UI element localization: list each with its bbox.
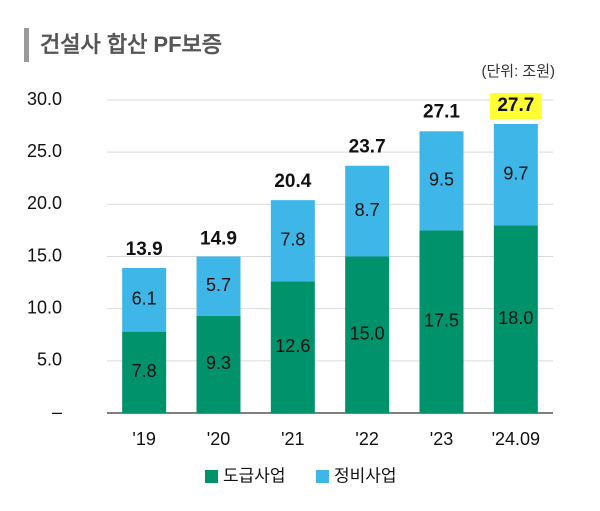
x-tick-label: '23 (430, 429, 453, 449)
total-label: 27.1 (423, 101, 460, 122)
bar-segment (270, 200, 315, 282)
value-label: 9.3 (206, 353, 231, 373)
bar-segment (122, 331, 167, 413)
x-tick-label: '21 (281, 429, 304, 449)
value-label: 6.1 (132, 289, 157, 309)
y-tick-label: 10.0 (27, 297, 62, 317)
y-tick-label: 15.0 (27, 245, 62, 265)
chart-title: 건설사 합산 PF보증 (40, 32, 222, 57)
bar-segment (493, 225, 538, 413)
value-label: 5.7 (206, 275, 231, 295)
bar-segment (419, 131, 464, 231)
bar-segment (270, 281, 315, 413)
bar-segment (345, 165, 390, 257)
legend-swatch (205, 470, 218, 483)
bar-segment (122, 267, 167, 332)
value-label: 18.0 (498, 308, 533, 328)
y-tick-label: 5.0 (37, 350, 62, 370)
bar-segment (345, 256, 390, 413)
x-tick-label: '22 (355, 429, 378, 449)
total-label: 14.9 (200, 229, 237, 250)
y-tick-label: – (52, 402, 62, 422)
value-label: 7.8 (280, 230, 305, 250)
value-label: 12.6 (275, 336, 310, 356)
total-label: 13.9 (126, 239, 163, 260)
total-label: 27.7 (497, 95, 534, 116)
y-tick-label: 30.0 (27, 89, 62, 109)
value-label: 15.0 (350, 324, 385, 344)
x-tick-label: '24.09 (492, 429, 540, 449)
bar-segment (419, 230, 464, 413)
legend-swatch (316, 470, 329, 483)
title-accent (24, 28, 29, 62)
unit-label: (단위: 조원) (481, 63, 555, 80)
total-label: 23.7 (349, 137, 386, 158)
bar-segment (196, 256, 241, 316)
y-tick-label: 20.0 (27, 193, 62, 213)
value-label: 9.5 (429, 170, 454, 190)
x-tick-label: '19 (132, 429, 155, 449)
value-label: 9.7 (503, 163, 528, 183)
legend-label: 도급사업 (223, 466, 286, 485)
total-highlight (489, 92, 542, 119)
value-label: 17.5 (424, 310, 459, 330)
value-label: 8.7 (355, 200, 380, 220)
legend-label: 정비사업 (334, 466, 397, 485)
x-tick-label: '20 (207, 429, 230, 449)
y-tick-label: 25.0 (27, 141, 62, 161)
bar-segment (196, 315, 241, 413)
bar-segment (493, 123, 538, 226)
total-label: 20.4 (274, 171, 311, 192)
value-label: 7.8 (132, 361, 157, 381)
